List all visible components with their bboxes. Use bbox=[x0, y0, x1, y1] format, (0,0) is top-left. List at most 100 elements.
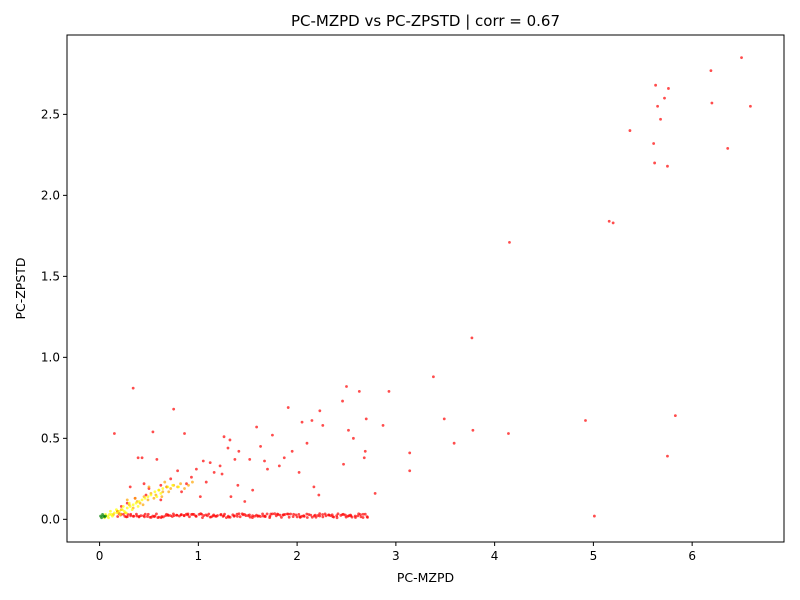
data-point bbox=[229, 495, 233, 499]
x-axis-label: PC-MZPD bbox=[397, 570, 454, 585]
data-point bbox=[142, 482, 146, 486]
data-point bbox=[118, 513, 122, 516]
data-point bbox=[125, 498, 129, 502]
data-point bbox=[347, 428, 350, 432]
data-point bbox=[159, 492, 163, 495]
data-point bbox=[749, 104, 752, 108]
data-point bbox=[200, 512, 204, 516]
data-point bbox=[611, 221, 615, 225]
data-point bbox=[302, 514, 306, 518]
y-tick-label: 1.5 bbox=[41, 269, 60, 283]
data-point bbox=[271, 433, 274, 437]
data-point bbox=[104, 514, 107, 518]
data-point bbox=[139, 514, 143, 518]
data-point bbox=[280, 515, 283, 519]
data-point bbox=[212, 470, 216, 474]
data-point bbox=[172, 514, 176, 517]
data-point bbox=[294, 513, 298, 517]
data-point bbox=[171, 483, 175, 487]
data-point bbox=[363, 449, 367, 453]
data-point bbox=[381, 423, 385, 427]
data-point bbox=[305, 441, 309, 445]
data-point bbox=[131, 503, 135, 507]
data-point bbox=[159, 498, 163, 502]
data-point bbox=[166, 485, 170, 489]
data-point bbox=[408, 469, 412, 473]
data-point bbox=[352, 436, 355, 440]
data-point bbox=[126, 513, 130, 516]
data-point bbox=[237, 449, 241, 453]
data-point bbox=[153, 490, 157, 494]
data-point bbox=[236, 483, 240, 487]
data-point bbox=[666, 164, 669, 168]
data-point bbox=[667, 87, 670, 90]
data-point bbox=[207, 512, 211, 516]
data-point bbox=[363, 512, 367, 516]
data-point bbox=[180, 513, 183, 516]
series-0 bbox=[113, 56, 752, 520]
data-point bbox=[149, 493, 153, 497]
data-point bbox=[136, 456, 140, 460]
data-point bbox=[408, 451, 412, 455]
data-point bbox=[130, 508, 134, 511]
data-point bbox=[155, 457, 159, 461]
data-point bbox=[228, 515, 232, 519]
data-point bbox=[265, 512, 269, 516]
data-point bbox=[113, 432, 116, 435]
data-point bbox=[248, 515, 252, 519]
data-point bbox=[169, 487, 173, 490]
data-point bbox=[300, 420, 304, 424]
data-point bbox=[263, 514, 267, 518]
data-point bbox=[726, 146, 730, 150]
data-point bbox=[710, 101, 714, 105]
data-point bbox=[673, 414, 677, 418]
data-point bbox=[332, 515, 336, 519]
data-point bbox=[120, 508, 124, 511]
data-point bbox=[652, 142, 656, 145]
data-point bbox=[263, 459, 266, 463]
data-point bbox=[162, 515, 165, 519]
y-tick-label: 2.5 bbox=[41, 107, 60, 121]
plot-frame bbox=[66, 34, 785, 543]
data-point bbox=[259, 445, 262, 448]
data-point bbox=[291, 515, 295, 519]
data-point bbox=[364, 417, 368, 421]
data-point bbox=[99, 514, 102, 518]
data-point bbox=[273, 512, 277, 516]
data-point bbox=[169, 477, 173, 481]
data-point bbox=[666, 454, 669, 458]
data-point bbox=[155, 495, 159, 499]
data-point bbox=[607, 219, 611, 223]
data-point bbox=[116, 515, 120, 518]
data-point bbox=[656, 104, 659, 108]
data-point bbox=[268, 514, 272, 518]
data-point bbox=[336, 512, 340, 516]
data-point bbox=[163, 480, 167, 484]
data-point bbox=[287, 515, 291, 519]
y-axis-label: PC-ZPSTD bbox=[13, 257, 28, 319]
data-point bbox=[321, 513, 324, 516]
data-point bbox=[278, 513, 282, 517]
y-tick-label: 2.0 bbox=[41, 188, 60, 202]
data-point bbox=[146, 495, 150, 499]
data-point bbox=[292, 512, 295, 516]
data-point bbox=[133, 496, 137, 500]
data-point bbox=[131, 386, 135, 390]
data-point bbox=[283, 512, 287, 516]
data-point bbox=[176, 469, 180, 473]
data-point bbox=[183, 432, 186, 435]
data-point bbox=[151, 430, 155, 434]
data-point bbox=[143, 496, 147, 500]
data-point bbox=[297, 470, 301, 474]
data-point bbox=[654, 83, 658, 87]
data-point bbox=[259, 515, 262, 518]
data-point bbox=[127, 501, 131, 505]
data-point bbox=[125, 501, 129, 505]
data-point bbox=[183, 487, 186, 490]
data-point bbox=[324, 514, 328, 518]
data-point bbox=[282, 456, 286, 460]
data-point bbox=[108, 513, 111, 516]
x-tick-label: 1 bbox=[195, 549, 203, 563]
data-point bbox=[243, 500, 247, 503]
data-point bbox=[309, 513, 313, 517]
